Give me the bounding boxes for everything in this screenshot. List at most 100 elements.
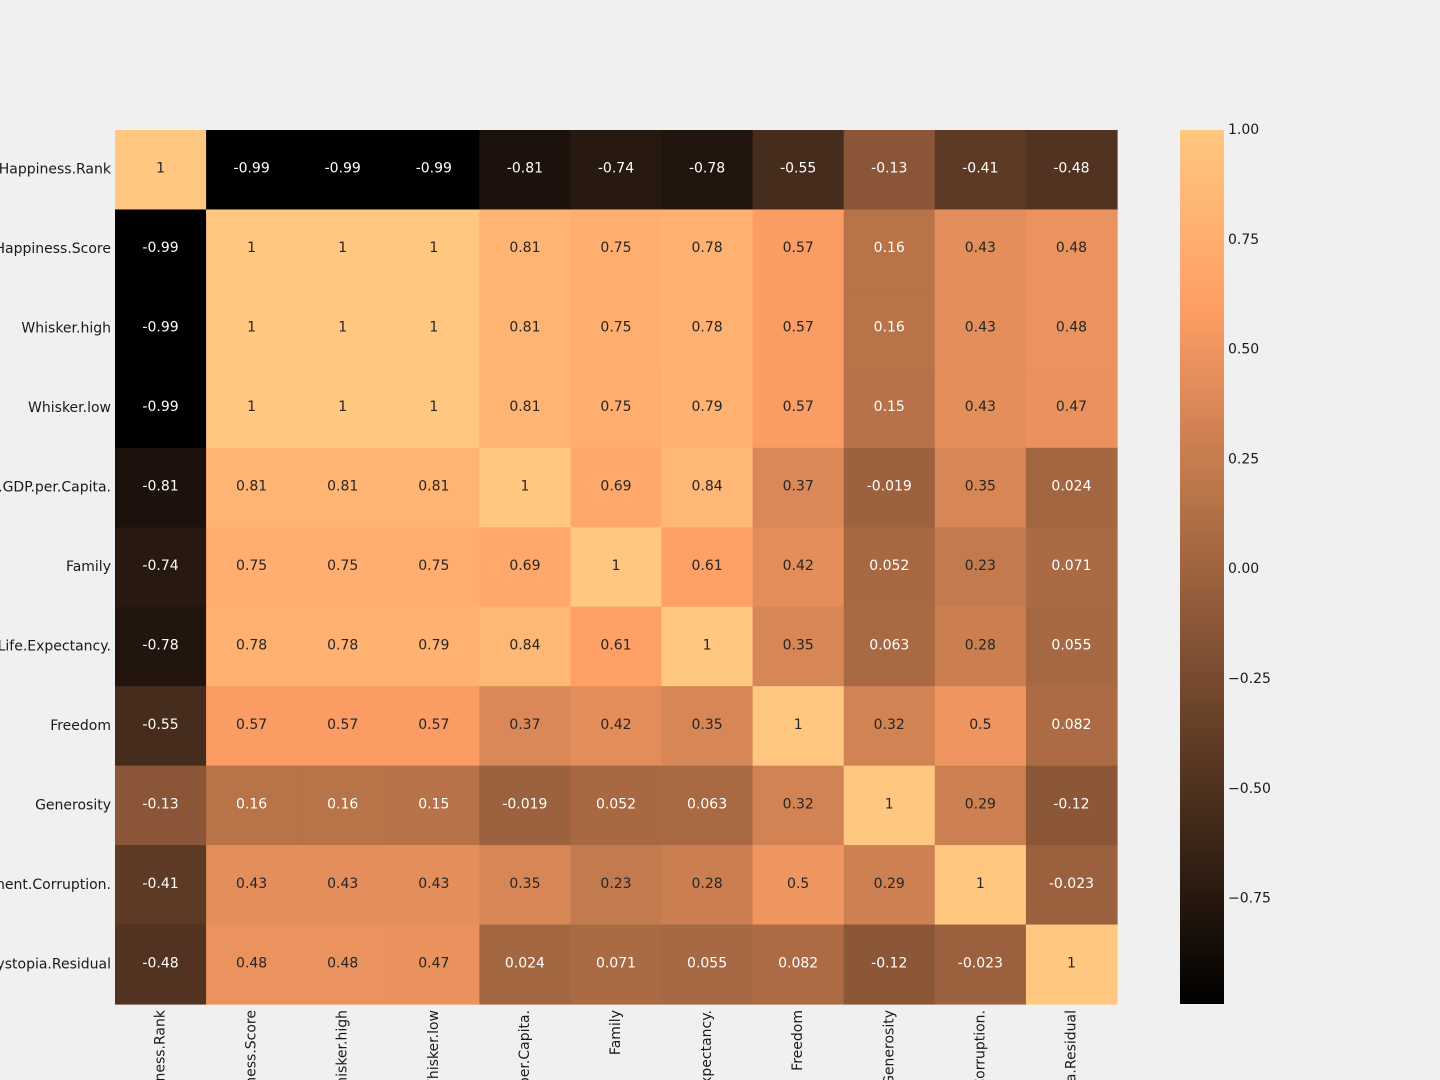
colorbar-tick-label: 0.25 — [1228, 451, 1259, 467]
cell-annotation: -0.78 — [142, 637, 178, 653]
cell-annotation: 0.79 — [692, 399, 723, 415]
cell-annotation: 0.75 — [236, 558, 267, 574]
cell-annotation: 0.84 — [509, 637, 540, 653]
cell-annotation: 0.35 — [965, 479, 996, 495]
row-label: Happiness.Score — [0, 241, 111, 257]
cell-annotation: 0.5 — [969, 717, 991, 733]
cell-annotation: 0.35 — [692, 717, 723, 733]
cell-annotation: 0.78 — [236, 637, 267, 653]
column-label: Dystopia.Residual — [1063, 1010, 1079, 1080]
row-label: Dystopia.Residual — [0, 956, 111, 972]
cell-annotation: 0.78 — [692, 320, 723, 336]
cell-annotation: 0.48 — [1056, 320, 1087, 336]
cell-annotation: 1 — [429, 399, 438, 415]
column-label: Happiness.Score — [244, 1010, 260, 1080]
cell-annotation: 0.75 — [600, 399, 631, 415]
cell-annotation: 0.052 — [596, 796, 636, 812]
cell-annotation: -0.019 — [502, 796, 547, 812]
colorbar-tick-label: 0.00 — [1228, 561, 1259, 577]
cell-annotation: -0.74 — [142, 558, 178, 574]
cell-annotation: 0.16 — [236, 796, 267, 812]
cell-annotation: 1 — [338, 240, 347, 256]
row-labels: Happiness.Rank Happiness.Score Whisker.hig… — [0, 162, 112, 973]
cell-annotation: -0.12 — [1053, 796, 1089, 812]
column-label: Generosity — [881, 1010, 897, 1080]
cell-annotation: 0.35 — [783, 637, 814, 653]
row-label: Whisker.low — [28, 400, 111, 416]
column-label: Freedom — [790, 1010, 806, 1071]
colorbar-gradient — [1180, 130, 1224, 1004]
column-label: Economy..GDP.per.Capita. — [517, 1010, 533, 1080]
cell-annotation: 0.15 — [418, 796, 449, 812]
cell-annotation: 0.47 — [418, 955, 449, 971]
colorbar-tick-label: −0.50 — [1228, 781, 1271, 797]
cell-annotation: 0.81 — [509, 320, 540, 336]
cell-annotation: 0.78 — [327, 637, 358, 653]
cell-annotation: 0.57 — [783, 399, 814, 415]
cell-annotation: 0.082 — [778, 955, 818, 971]
cell-annotation: 1 — [156, 161, 165, 177]
row-label: Generosity — [35, 797, 111, 813]
cell-annotation: 0.055 — [1051, 637, 1091, 653]
row-label: Family — [66, 559, 111, 575]
colorbar-tick-label: 0.75 — [1228, 232, 1259, 248]
cell-annotation: 0.42 — [600, 717, 631, 733]
cell-annotation: 0.43 — [418, 876, 449, 892]
cell-annotation: 1 — [338, 399, 347, 415]
cell-annotation: 0.052 — [869, 558, 909, 574]
cell-annotation: 1 — [247, 240, 256, 256]
cell-annotation: -0.12 — [871, 955, 907, 971]
cell-annotation: 1 — [1067, 955, 1076, 971]
cell-annotation: -0.023 — [1049, 876, 1094, 892]
colorbar: 1.000.750.500.250.00−0.25−0.50−0.75 — [1180, 122, 1271, 1004]
cell-annotation: 0.29 — [965, 796, 996, 812]
cell-annotation: 0.16 — [874, 320, 905, 336]
cell-annotation: 0.23 — [965, 558, 996, 574]
cell-annotation: 0.57 — [783, 240, 814, 256]
cell-annotation: 0.48 — [1056, 240, 1087, 256]
cell-annotation: 0.47 — [1056, 399, 1087, 415]
cell-annotation: 0.071 — [1051, 558, 1091, 574]
cell-annotation: 0.75 — [418, 558, 449, 574]
cell-annotation: -0.48 — [1053, 161, 1089, 177]
cell-annotation: 0.81 — [509, 399, 540, 415]
column-label: Whisker.high — [335, 1010, 351, 1080]
cell-annotation: 0.32 — [783, 796, 814, 812]
row-label: Whisker.high — [21, 321, 111, 337]
cell-annotation: 1 — [338, 320, 347, 336]
column-label: Family — [608, 1010, 624, 1055]
cell-annotation: -0.99 — [325, 161, 361, 177]
cell-annotation: 0.43 — [965, 320, 996, 336]
cell-annotation: 1 — [976, 876, 985, 892]
cell-annotation: 1 — [794, 717, 803, 733]
cell-annotation: 0.81 — [418, 479, 449, 495]
cell-annotation: 1 — [429, 240, 438, 256]
cell-annotation: 0.28 — [692, 876, 723, 892]
cell-annotation: -0.99 — [234, 161, 270, 177]
cell-annotation: 0.29 — [874, 876, 905, 892]
row-label: Happiness.Rank — [0, 162, 112, 178]
cell-annotation: 0.57 — [327, 717, 358, 733]
heatmap-cells: 1 -0.99 -0.99 -0.99 -0.81 -0.74 -0.78 -0.55 -0.1… — [115, 130, 1118, 1005]
cell-annotation: 0.082 — [1051, 717, 1091, 733]
column-label: Happiness.Rank — [153, 1009, 169, 1080]
cell-annotation: 0.57 — [418, 717, 449, 733]
cell-annotation: 0.57 — [783, 320, 814, 336]
cell-annotation: 0.43 — [327, 876, 358, 892]
cell-annotation: -0.023 — [958, 955, 1003, 971]
cell-annotation: 0.063 — [687, 796, 727, 812]
cell-annotation: 0.32 — [874, 717, 905, 733]
cell-annotation: 0.43 — [965, 240, 996, 256]
cell-annotation: 0.61 — [600, 637, 631, 653]
cell-annotation: 0.75 — [600, 320, 631, 336]
cell-annotation: 0.071 — [596, 955, 636, 971]
cell-annotation: -0.99 — [142, 240, 178, 256]
cell-annotation: 0.15 — [874, 399, 905, 415]
cell-annotation: 0.75 — [327, 558, 358, 574]
cell-annotation: -0.99 — [142, 320, 178, 336]
cell-annotation: 1 — [612, 558, 621, 574]
cell-annotation: 0.79 — [418, 637, 449, 653]
cell-annotation: -0.99 — [416, 161, 452, 177]
cell-annotation: -0.48 — [142, 955, 178, 971]
row-label: Economy..GDP.per.Capita. — [0, 480, 111, 496]
